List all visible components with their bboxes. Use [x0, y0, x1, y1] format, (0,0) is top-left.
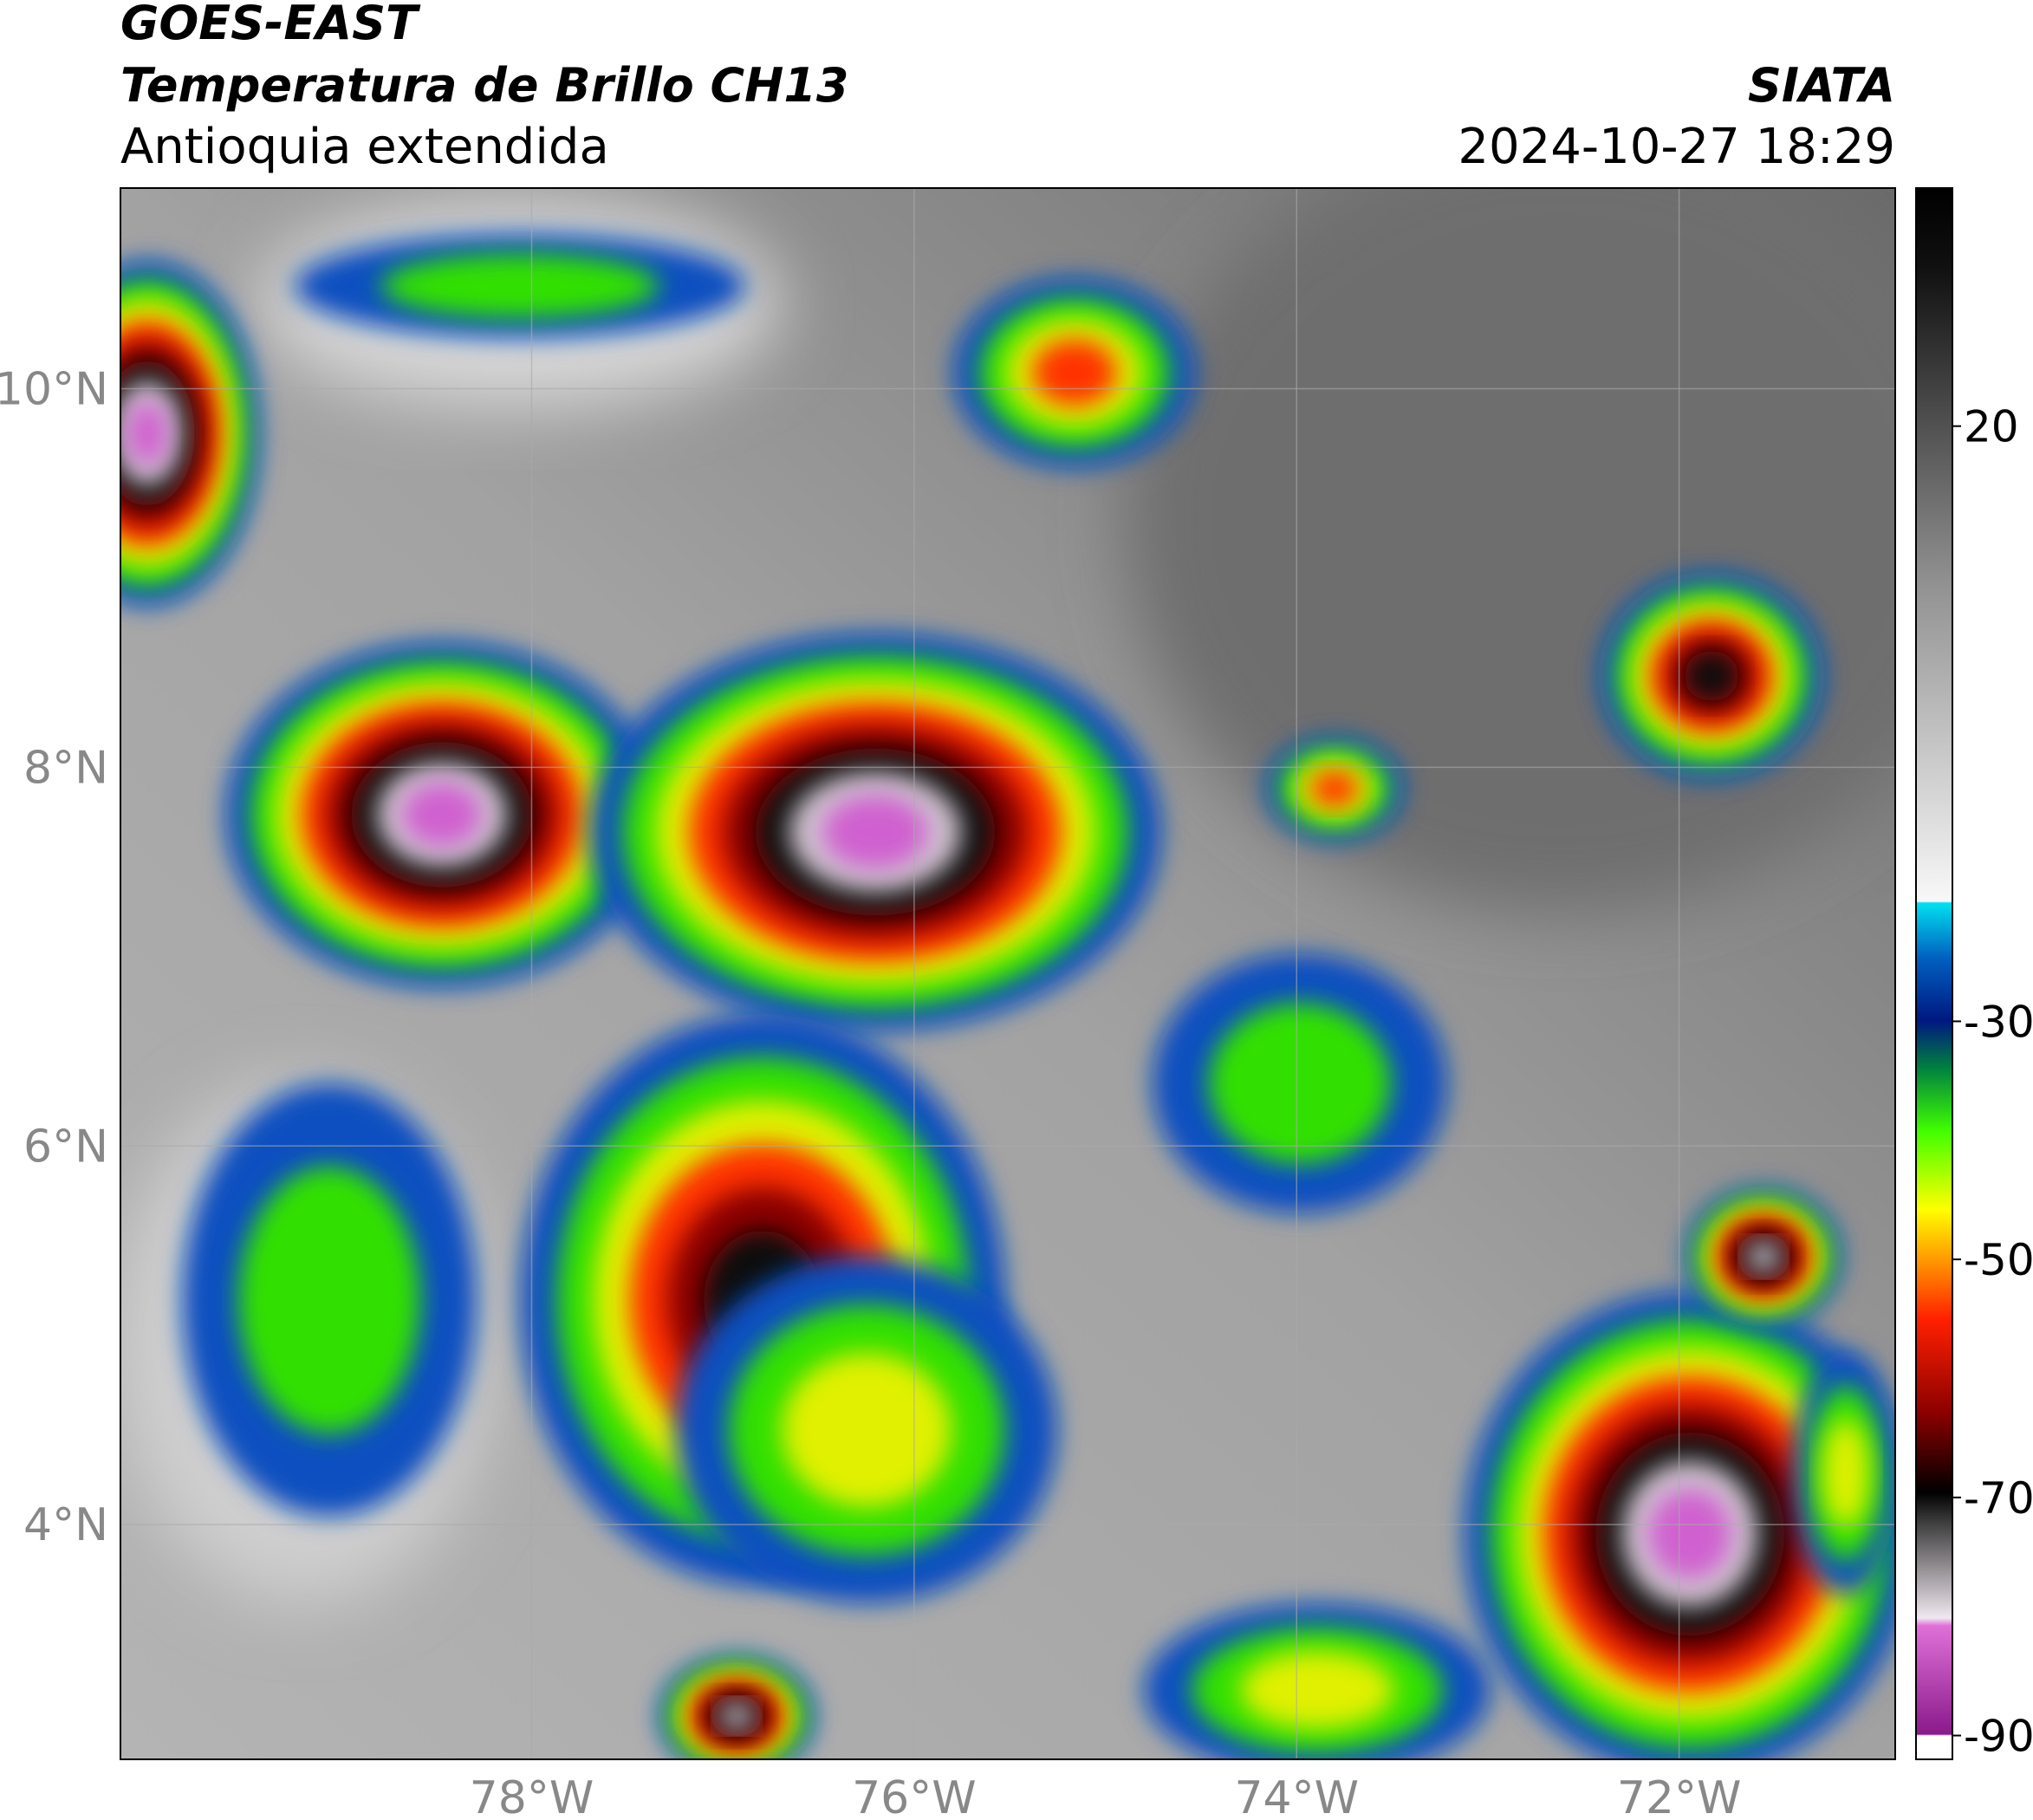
cloud-top: [381, 254, 659, 318]
lat-tick-label: 8°N: [23, 742, 108, 794]
lat-tick-label: 10°N: [0, 364, 108, 416]
datetime: 2024-10-27 18:29: [1458, 119, 1895, 175]
cloud-top: [1240, 1651, 1394, 1729]
cloud-top: [401, 782, 483, 848]
colorbar: [1915, 187, 1953, 1760]
cloud-top: [1209, 1003, 1391, 1164]
source: SIATA: [1748, 58, 1895, 113]
warm-surface: [1127, 188, 1895, 910]
cloud-top: [782, 1353, 952, 1507]
colorbar-tick-label: -90: [1964, 1712, 2033, 1762]
colorbar-tick-label: -70: [1964, 1473, 2033, 1524]
cloud-top: [822, 795, 929, 869]
cloud-top: [720, 1703, 753, 1729]
lon-tick-label: 76°W: [852, 1772, 977, 1820]
colorbar-tick-label: -50: [1964, 1235, 2033, 1285]
cloud-top: [1647, 1488, 1732, 1580]
cloud-top: [1310, 770, 1359, 807]
lat-tick-label: 4°N: [23, 1499, 108, 1551]
region: Antioquia extendida: [120, 119, 609, 175]
colorbar-tick-label: 20: [1964, 402, 2019, 452]
title: GOES-EAST: [120, 0, 421, 50]
satellite-map: [120, 188, 1895, 1759]
lon-tick-label: 78°W: [470, 1772, 594, 1820]
cloud-top: [238, 1167, 420, 1433]
lon-tick-label: 74°W: [1234, 1772, 1359, 1820]
cloud-top: [1747, 1242, 1780, 1271]
cloud-top: [1032, 339, 1117, 406]
colorbar-tick-label: -30: [1964, 997, 2033, 1047]
cloud-top: [1684, 650, 1739, 702]
lat-tick-label: 6°N: [23, 1121, 108, 1173]
lon-tick-label: 72°W: [1617, 1772, 1742, 1820]
cloud-top: [126, 400, 169, 466]
subtitle: Temperatura de Brillo CH13: [120, 58, 849, 113]
map-frame: [120, 187, 1896, 1760]
cloud-top: [1822, 1419, 1869, 1528]
